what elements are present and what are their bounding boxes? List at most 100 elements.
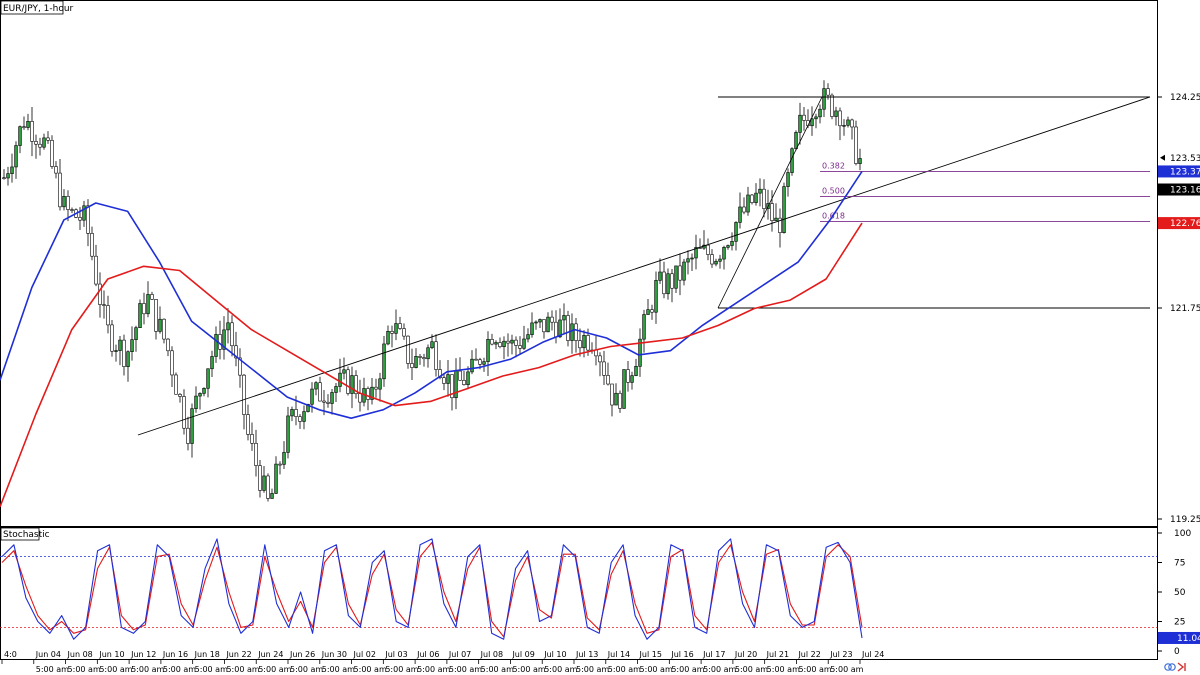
candle-up	[718, 258, 722, 262]
candle-up	[6, 173, 10, 179]
fibonacci-level-label: 0.500	[822, 186, 845, 195]
candle-up	[430, 341, 434, 349]
time-tick-label: 5:00 am	[798, 665, 831, 674]
stochastic-tick-label: 25	[1174, 618, 1185, 628]
candle-down	[218, 334, 222, 350]
price-tick-label: 124.256	[1170, 93, 1200, 103]
candle-down	[518, 345, 522, 349]
date-tick-label: Jun 12	[130, 650, 156, 659]
candle-down	[346, 369, 350, 394]
candle-down	[474, 358, 478, 361]
date-tick-label: Jul 09	[511, 650, 534, 659]
candle-down	[374, 386, 378, 390]
candle-down	[402, 328, 406, 337]
candle-down	[2, 177, 6, 179]
date-tick-label: Jul 06	[416, 650, 439, 659]
candle-up	[114, 350, 118, 352]
candle-up	[754, 192, 758, 203]
candle-down	[238, 357, 242, 376]
time-tick-label: 5:00 am	[68, 665, 101, 674]
time-tick-label: 5:00 am	[226, 665, 259, 674]
candle-down	[650, 309, 654, 313]
candle-up	[62, 196, 66, 208]
candle-down	[102, 304, 106, 306]
date-tick-label: 4:0	[4, 650, 17, 659]
candle-up	[10, 166, 14, 174]
candle-down	[670, 273, 674, 289]
candle-down	[514, 339, 518, 346]
candle-up	[222, 329, 226, 350]
candle-down	[458, 370, 462, 381]
date-tick-label: Jul 08	[480, 650, 503, 659]
candle-up	[214, 334, 218, 357]
stochastic-tick-label: 75	[1174, 559, 1185, 569]
candle-down	[662, 271, 666, 295]
candle-down	[142, 303, 146, 315]
candle-down	[58, 172, 62, 208]
time-tick-label: 5:00 am	[417, 665, 450, 674]
time-tick-label: 5:00 am	[163, 665, 196, 674]
candle-up	[190, 408, 194, 444]
candle-up	[210, 356, 214, 370]
candle-down	[854, 126, 858, 164]
candle-up	[26, 121, 30, 128]
candle-up	[274, 463, 278, 494]
time-tick-label: 5:00 am	[99, 665, 132, 674]
date-tick-label: Jul 20	[734, 650, 757, 659]
candle-up	[146, 294, 150, 315]
time-tick-label: 5:00 am	[830, 665, 863, 674]
candle-up	[758, 188, 762, 194]
candle-up	[334, 386, 338, 393]
red-moving-average-line	[0, 222, 863, 508]
candle-down	[234, 345, 238, 359]
candle-down	[122, 339, 126, 367]
candle-down	[298, 416, 302, 422]
time-tick-label: 5:00 am	[544, 665, 577, 674]
candle-down	[66, 196, 70, 210]
candle-down	[50, 140, 54, 167]
date-tick-label: Jul 16	[670, 650, 693, 659]
candle-down	[266, 475, 270, 499]
candle-down	[322, 400, 326, 403]
candle-up	[426, 347, 430, 360]
candle-down	[750, 194, 754, 203]
current-price-marker	[1160, 154, 1165, 161]
link-icon[interactable]	[1164, 663, 1176, 671]
axis-layer: 124.256 121.756 119.256 123.536 123.374 123.1…	[1, 93, 1200, 674]
candle-down	[626, 369, 630, 383]
candle-up	[470, 358, 474, 373]
candle-up	[834, 110, 838, 117]
candle-up	[786, 172, 790, 187]
candle-up	[722, 247, 726, 260]
candle-up	[622, 369, 626, 409]
candle-down	[838, 110, 842, 127]
candle-up	[714, 260, 718, 265]
date-tick-label: Jun 24	[257, 650, 283, 659]
candle-up	[394, 323, 398, 334]
price-badge-label: 123.374	[1170, 167, 1200, 177]
candle-down	[254, 442, 258, 466]
candle-down	[802, 114, 806, 121]
date-tick-label: Jul 23	[829, 650, 852, 659]
candle-down	[258, 465, 262, 491]
stochastic-tick-label: 100	[1174, 529, 1191, 539]
candle-up	[774, 217, 778, 221]
candle-down	[166, 338, 170, 352]
time-tick-label: 5:00 am	[576, 665, 609, 674]
candle-up	[682, 261, 686, 281]
stochastic-badge	[1158, 631, 1200, 644]
arrow-forward-icon[interactable]	[1177, 662, 1186, 672]
candle-up	[310, 388, 314, 405]
symbol-title-box	[0, 0, 64, 15]
candle-down	[178, 393, 182, 397]
candle-up	[658, 271, 662, 281]
date-tick-label: Jun 08	[67, 650, 93, 659]
candles-layer	[2, 80, 862, 502]
time-tick-label: 5:00 am	[703, 665, 736, 674]
candle-up	[726, 245, 730, 248]
candle-up	[582, 335, 586, 349]
candle-down	[574, 323, 578, 341]
candle-up	[642, 314, 646, 340]
candle-up	[414, 356, 418, 368]
candle-up	[810, 118, 814, 127]
